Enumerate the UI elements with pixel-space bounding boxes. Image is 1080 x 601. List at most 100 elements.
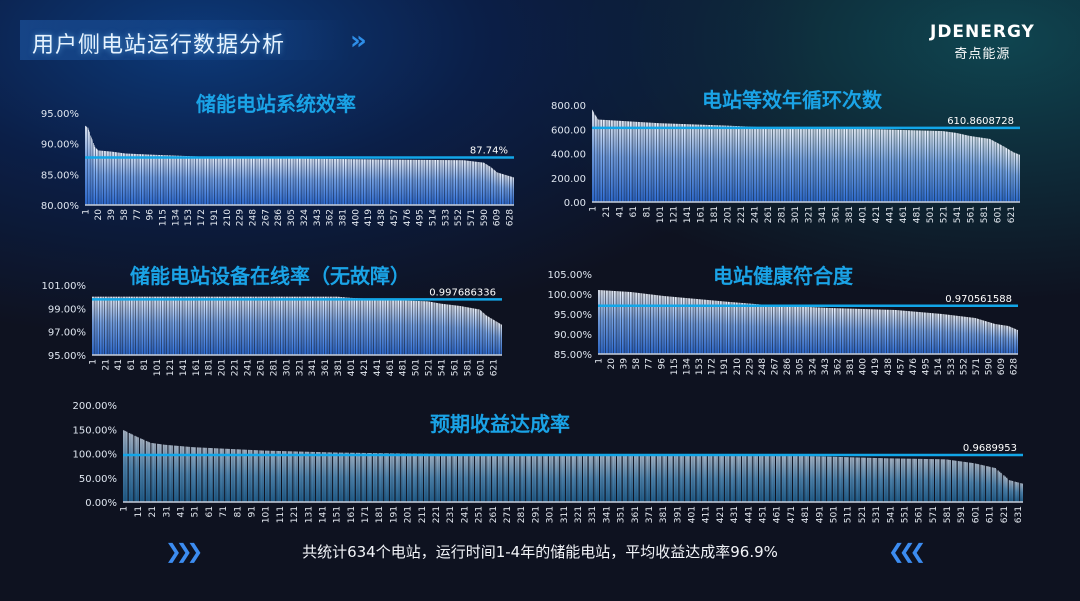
bar xyxy=(869,309,871,354)
bar xyxy=(278,296,280,355)
bar xyxy=(142,296,144,355)
bar xyxy=(104,296,106,355)
bar xyxy=(334,158,335,205)
bar xyxy=(193,156,195,205)
bar xyxy=(919,458,921,502)
bar xyxy=(292,158,293,205)
bar xyxy=(695,124,696,202)
bar xyxy=(213,157,215,205)
bar xyxy=(94,296,96,355)
bar xyxy=(275,296,277,355)
bar xyxy=(584,455,586,502)
x-tick-label: 533 xyxy=(947,358,957,375)
bar xyxy=(654,122,655,202)
bar xyxy=(289,451,291,502)
bar xyxy=(790,306,791,354)
bar xyxy=(379,299,380,355)
bar xyxy=(909,458,911,502)
bar xyxy=(867,129,869,202)
bar xyxy=(708,124,710,202)
bar xyxy=(309,296,310,355)
x-tick-label: 461 xyxy=(386,359,396,376)
bar xyxy=(458,305,459,355)
bar xyxy=(770,127,771,202)
x-tick-label: 531 xyxy=(872,506,882,523)
bar xyxy=(680,297,682,354)
bar xyxy=(236,296,238,355)
bar xyxy=(870,129,872,202)
bar xyxy=(965,135,967,202)
bar xyxy=(168,296,169,355)
x-tick-label: 141 xyxy=(179,359,189,376)
bar xyxy=(110,151,111,205)
bar xyxy=(190,296,191,355)
bar xyxy=(223,157,225,205)
bar xyxy=(206,157,208,205)
bar xyxy=(472,161,474,205)
bar xyxy=(505,174,506,205)
bar xyxy=(240,296,242,355)
bar xyxy=(832,456,835,502)
bar xyxy=(302,158,304,205)
bar xyxy=(113,296,114,355)
bar xyxy=(418,453,420,502)
bar xyxy=(337,158,339,205)
bar xyxy=(185,156,187,205)
bar xyxy=(1015,153,1017,202)
bar xyxy=(606,120,607,202)
bar xyxy=(795,127,796,202)
bar xyxy=(794,127,796,202)
bar xyxy=(719,455,721,502)
bar xyxy=(459,160,461,205)
bar xyxy=(993,140,994,202)
bar xyxy=(442,303,444,355)
chart-title-cycles: 电站等效年循环次数 xyxy=(702,88,882,112)
bar xyxy=(672,296,673,354)
bar xyxy=(662,123,664,202)
x-tick-label: 401 xyxy=(688,506,698,523)
bar xyxy=(448,453,450,502)
bar xyxy=(86,126,88,205)
bar xyxy=(758,127,759,202)
bar xyxy=(764,455,767,502)
bar xyxy=(805,128,806,202)
bar xyxy=(342,297,344,355)
bar xyxy=(606,120,608,202)
bar xyxy=(717,300,719,354)
bar xyxy=(594,114,596,202)
bar xyxy=(177,296,179,355)
bar xyxy=(636,455,639,502)
bar xyxy=(817,128,819,202)
bar xyxy=(916,130,918,202)
bar xyxy=(304,296,306,355)
bar xyxy=(400,159,401,205)
y-tick-label: 95.00% xyxy=(48,351,86,362)
bar xyxy=(231,296,233,355)
bar xyxy=(1000,472,1002,502)
bar xyxy=(202,447,204,502)
bar xyxy=(465,307,467,355)
bar xyxy=(1005,477,1008,502)
x-tick-label: 191 xyxy=(720,358,730,375)
bar xyxy=(913,458,916,502)
x-tick-label: 561 xyxy=(966,206,976,223)
x-tick-label: 181 xyxy=(710,206,720,223)
bar xyxy=(333,296,334,355)
bar xyxy=(616,291,618,354)
bar xyxy=(311,158,312,205)
bar xyxy=(480,454,483,502)
bar xyxy=(802,306,803,354)
bar xyxy=(730,302,732,354)
bar xyxy=(282,158,284,205)
bar xyxy=(327,452,329,502)
bar xyxy=(123,296,124,355)
bar xyxy=(625,291,627,354)
bar xyxy=(372,159,374,205)
bar xyxy=(989,138,991,202)
bar xyxy=(666,123,667,202)
bar xyxy=(1007,325,1009,354)
bar xyxy=(458,454,460,502)
bar xyxy=(969,462,971,502)
bar xyxy=(897,129,898,202)
bar xyxy=(316,452,318,502)
